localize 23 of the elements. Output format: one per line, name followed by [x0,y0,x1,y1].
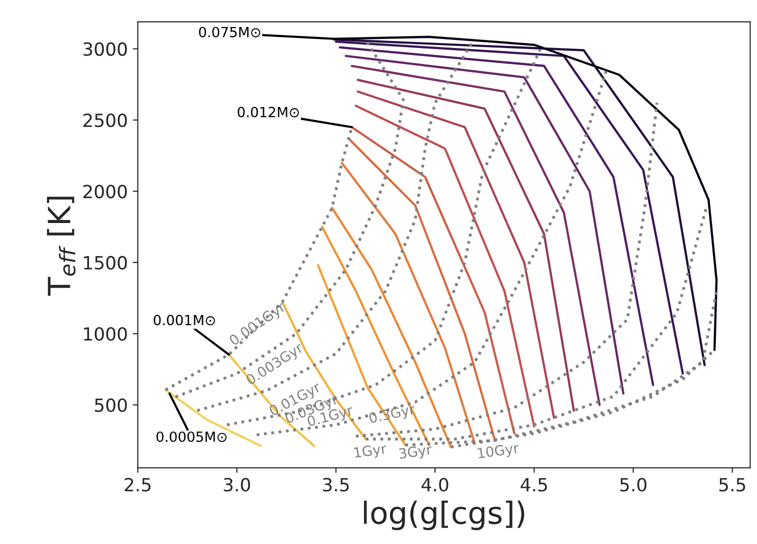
x-tick-label: 2.5 [124,478,151,492]
x-tick-label: 5.0 [620,478,646,492]
y-axis-title: T$_{eff}$ [K] [46,196,76,296]
x-axis-title: log(g[cgs]) [364,500,524,530]
annotation: 0.3Gyr [368,404,416,426]
x-tick-label: 3.0 [224,478,250,492]
annotation: 0.001M⊙ [154,314,215,326]
x-tick-label: 3.5 [322,478,349,492]
annotation: 10Gyr [478,442,520,462]
annotation: 0.0005M⊙ [156,431,227,442]
y-tick-label: 3000 [83,42,127,56]
annotation: 0.075M⊙ [199,26,260,38]
y-tick-label: 500 [94,398,127,412]
y-tick-label: 1500 [84,256,127,270]
y-tick-label: 2500 [83,113,127,128]
annotation: 1Gyr [354,443,388,461]
annotation: 3Gyr [398,444,433,462]
y-tick-label: 1000 [84,327,127,341]
y-tick-label: 2000 [83,184,127,198]
x-tick-label: 4.5 [520,478,547,492]
x-tick-label: 5.5 [719,478,746,492]
x-tick-label: 4.0 [422,478,448,492]
annotation: 0.012M⊙ [238,106,299,118]
